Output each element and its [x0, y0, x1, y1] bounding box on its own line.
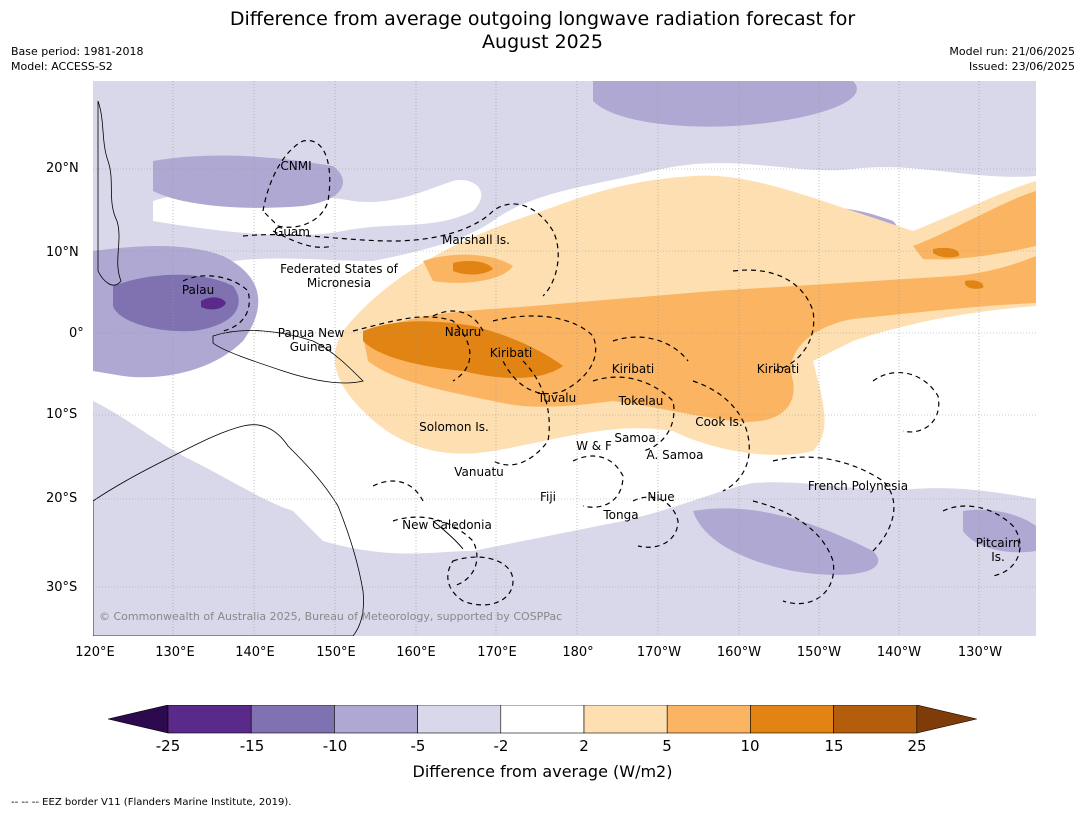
region-label-fsm: Federated States of Micronesia — [280, 262, 398, 290]
lon-tick-150w: 150°W — [796, 645, 842, 660]
anomaly-dark-orange-3 — [933, 247, 960, 258]
model-name: Model: ACCESS-S2 — [11, 60, 113, 73]
lat-tick-30s: 30°S — [46, 580, 78, 595]
colorbar-label: 25 — [907, 737, 927, 755]
title-line-1: Difference from average outgoing longwav… — [229, 8, 856, 30]
lon-tick-140w: 140°W — [876, 645, 922, 660]
region-label-vanuatu: Vanuatu — [454, 465, 504, 479]
colorbar-label: -15 — [239, 737, 265, 755]
lon-tick-130w: 130°W — [957, 645, 1003, 660]
title-line-2: August 2025 — [482, 31, 603, 53]
neutral-zone-south — [413, 425, 1036, 551]
forecast-map — [93, 81, 1036, 636]
region-label-american-samoa: A. Samoa — [646, 448, 704, 462]
colorbar-segment — [167, 705, 252, 734]
issued-date: Issued: 23/06/2025 — [968, 60, 1075, 73]
region-label-niue: Niue — [647, 490, 675, 504]
graticule — [93, 81, 1036, 636]
colorbar-label: 2 — [579, 737, 589, 755]
lon-tick-160w: 160°W — [716, 645, 762, 660]
region-label-cook: Cook Is. — [695, 415, 743, 429]
anomaly-deep-purple-palau — [201, 297, 226, 310]
anomaly-medium-purple-6 — [963, 509, 1036, 553]
coastline-new-caledonia — [432, 520, 464, 550]
map-title: Difference from average outgoing longwav… — [0, 8, 1085, 54]
lon-tick-170w: 170°W — [636, 645, 682, 660]
region-label-tuvalu: Tuvalu — [537, 391, 577, 405]
region-label-solomon: Solomon Is. — [419, 420, 489, 434]
colorbar-segment — [750, 705, 834, 734]
anomaly-medium-purple-2 — [153, 155, 343, 208]
region-label-wf: W & F — [576, 439, 612, 453]
colorbar-label: -25 — [155, 737, 181, 755]
copyright-notice: © Commonwealth of Australia 2025, Bureau… — [99, 610, 563, 623]
region-label-new-caledonia: New Caledonia — [402, 518, 492, 532]
colorbar-segment — [334, 705, 418, 734]
eez-footnote: -- -- -- EEZ border V11 (Flanders Marine… — [11, 797, 292, 808]
colorbar-segments — [108, 705, 977, 734]
colorbar-label: -10 — [322, 737, 348, 755]
colorbar-segment — [250, 705, 335, 734]
region-label-guam: Guam — [274, 225, 310, 239]
anomaly-orange — [363, 256, 1036, 422]
lat-tick-10n: 10°N — [46, 245, 79, 260]
region-label-palau: Palau — [181, 283, 215, 297]
lon-tick-180: 180° — [562, 645, 594, 660]
colorbar-label: 10 — [740, 737, 760, 755]
colorbar-segment — [417, 705, 502, 734]
anomaly-light-purple-south — [93, 401, 1036, 636]
lat-tick-10s: 10°S — [46, 407, 78, 422]
colorbar-extend-high — [916, 705, 977, 734]
coastline-new-guinea — [212, 330, 364, 384]
colorbar — [108, 705, 977, 734]
colorbar-label: -2 — [493, 737, 509, 755]
region-label-kiribati-west: Kiribati — [489, 346, 533, 360]
region-label-marshall: Marshall Is. — [442, 233, 510, 247]
region-label-kiribati-central: Kiribati — [611, 362, 655, 376]
anomaly-medium-purple-3 — [593, 81, 857, 127]
anomaly-dark-orange — [363, 321, 563, 378]
colorbar-segment — [666, 705, 751, 734]
anomaly-orange-east — [913, 191, 1036, 260]
coastline-australia — [93, 424, 364, 636]
anomaly-light-purple-north — [93, 81, 1036, 296]
colorbar-label: 5 — [662, 737, 672, 755]
anomaly-dark-orange-4 — [965, 280, 984, 289]
map-graphics — [93, 81, 1036, 636]
region-label-samoa: Samoa — [614, 431, 656, 445]
lat-tick-20s: 20°S — [46, 491, 78, 506]
colorbar-title: Difference from average (W/m2) — [412, 762, 673, 781]
lon-tick-170e: 170°E — [477, 645, 517, 660]
meta-right: Model run: 21/06/2025 Issued: 23/06/2025 — [949, 44, 1075, 74]
lon-tick-120e: 120°E — [75, 645, 115, 660]
lon-tick-150e: 150°E — [316, 645, 356, 660]
region-label-nauru: Nauru — [444, 325, 482, 339]
region-label-tonga: Tonga — [603, 508, 639, 522]
region-label-fiji: Fiji — [539, 490, 557, 504]
region-label-pitcairn: Pitcairn Is. — [975, 536, 1021, 564]
model-run: Model run: 21/06/2025 — [949, 45, 1075, 58]
colorbar-label: 15 — [824, 737, 844, 755]
region-label-tokelau: Tokelau — [618, 394, 664, 408]
colorbar-segment — [500, 705, 585, 734]
region-label-png: Papua New Guinea — [277, 326, 345, 354]
lat-tick-20n: 20°N — [46, 161, 79, 176]
colorbar-segment — [583, 705, 668, 734]
colorbar-label: -5 — [410, 737, 426, 755]
region-label-cnmi: CNMI — [280, 159, 312, 173]
anomaly-dark-orange-2 — [453, 261, 493, 275]
eez-borders — [182, 140, 1021, 606]
meta-left: Base period: 1981-2018 Model: ACCESS-S2 — [11, 44, 143, 74]
colorbar-extend-low — [108, 705, 169, 734]
lat-tick-0: 0° — [69, 326, 84, 341]
lon-tick-140e: 140°E — [235, 645, 275, 660]
colorbar-segment — [833, 705, 918, 734]
base-period: Base period: 1981-2018 — [11, 45, 144, 58]
lon-tick-130e: 130°E — [155, 645, 195, 660]
region-label-french-polynesia: French Polynesia — [807, 479, 909, 493]
anomaly-dark-purple-1 — [113, 274, 239, 332]
region-label-kiribati-east: Kiribati — [756, 362, 800, 376]
lon-tick-160e: 160°E — [396, 645, 436, 660]
coastline-philippines — [97, 100, 122, 286]
